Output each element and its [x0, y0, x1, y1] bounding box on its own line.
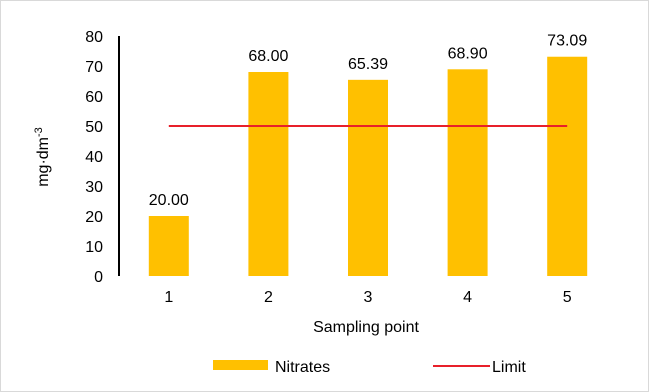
data-labels: 20.00 68.00 65.39 68.90 73.09 — [149, 33, 588, 209]
bars — [148, 56, 588, 277]
x-tick-label: 1 — [164, 289, 173, 306]
y-tick-label: 80 — [85, 29, 103, 46]
y-tick-label: 20 — [85, 209, 103, 226]
data-label: 20.00 — [149, 192, 189, 209]
bar — [348, 79, 388, 276]
bar — [547, 56, 588, 277]
y-tick-label: 50 — [85, 119, 103, 136]
data-label: 73.09 — [547, 33, 587, 50]
y-tick-label: 70 — [85, 59, 103, 76]
y-axis-title-superscript: -3 — [33, 127, 45, 137]
data-label: 65.39 — [348, 56, 388, 73]
data-label: 68.00 — [248, 48, 288, 65]
x-axis-title: Sampling point — [313, 319, 419, 336]
y-axis-title-base: mg·dm — [35, 137, 52, 187]
x-tick-label: 4 — [463, 289, 472, 306]
legend-label-limit: Limit — [492, 359, 526, 376]
x-tick-label: 2 — [264, 289, 273, 306]
y-axis-title: mg·dm-3 — [33, 127, 52, 187]
y-tick-label: 30 — [85, 179, 103, 196]
y-tick-label: 40 — [85, 149, 103, 166]
legend: Nitrates Limit — [213, 359, 526, 376]
legend-swatch-nitrates — [213, 360, 268, 370]
x-axis-ticks: 1 2 3 4 5 — [164, 289, 571, 306]
x-tick-label: 5 — [563, 289, 572, 306]
bar — [248, 72, 289, 276]
y-tick-label: 0 — [94, 269, 103, 286]
legend-label-nitrates: Nitrates — [275, 359, 330, 376]
bar — [148, 216, 189, 276]
bar — [447, 69, 488, 276]
y-axis-ticks: 0 10 20 30 40 50 60 70 80 — [85, 29, 103, 286]
y-tick-label: 10 — [85, 239, 103, 256]
x-tick-label: 3 — [364, 289, 373, 306]
y-tick-label: 60 — [85, 89, 103, 106]
data-label: 68.90 — [448, 45, 488, 62]
